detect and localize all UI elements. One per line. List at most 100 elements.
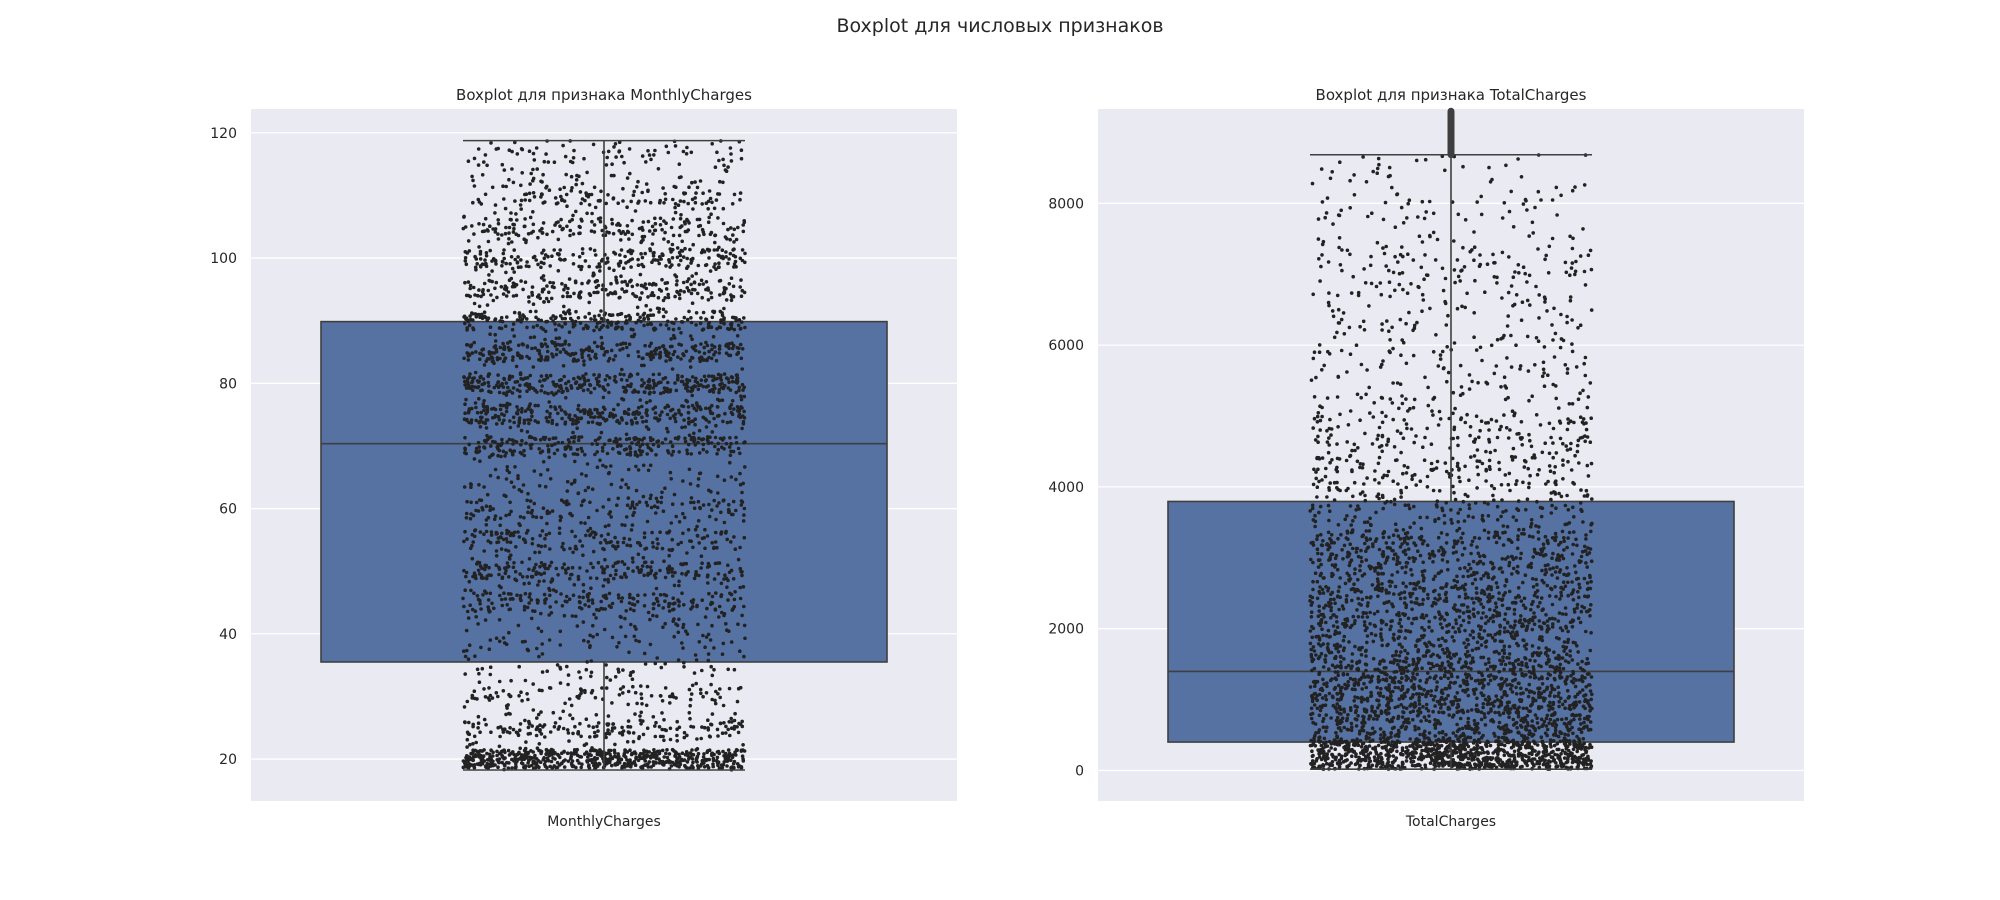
monthlycharges-strip-point [476, 440, 481, 445]
monthlycharges-strip-point [484, 426, 489, 430]
monthlycharges-strip-point [682, 735, 687, 740]
monthlycharges-strip-point [508, 262, 512, 266]
monthlycharges-strip-point [720, 652, 725, 656]
monthlycharges-strip-point [712, 646, 716, 650]
monthlycharges-strip-point [714, 517, 718, 522]
totalcharges-strip-point [1474, 586, 1479, 590]
monthlycharges-strip-point [465, 326, 470, 330]
monthlycharges-strip-point [583, 452, 587, 457]
monthlycharges-strip-point [713, 240, 717, 245]
monthlycharges-strip-point [472, 301, 477, 306]
totalcharges-strip-point [1352, 699, 1356, 703]
monthlycharges-strip-point [591, 748, 595, 753]
monthlycharges-strip-point [557, 323, 561, 327]
monthlycharges-strip-point [568, 233, 572, 238]
monthlycharges-strip-point [487, 610, 492, 614]
monthlycharges-strip-point [518, 203, 523, 207]
totalcharges-strip-point [1414, 434, 1418, 438]
monthlycharges-x-label: MonthlyCharges [547, 814, 661, 830]
monthlycharges-strip-point [640, 225, 644, 230]
monthlycharges-strip-point [657, 346, 662, 350]
monthlycharges-strip-point [471, 178, 475, 183]
monthlycharges-strip-point [671, 333, 676, 338]
monthlycharges-strip-point [541, 506, 546, 511]
monthlycharges-strip-point [463, 411, 467, 416]
monthlycharges-strip-point [611, 722, 616, 726]
monthlycharges-strip-point [587, 353, 591, 358]
totalcharges-strip-point [1345, 370, 1349, 374]
monthlycharges-strip-point [686, 442, 691, 447]
monthlycharges-strip-point [662, 201, 666, 205]
monthlycharges-strip-point [732, 265, 736, 269]
monthlycharges-strip-point [549, 316, 553, 321]
monthlycharges-strip-point [677, 233, 682, 238]
monthlycharges-strip-point [678, 253, 683, 258]
totalcharges-strip-point [1475, 465, 1480, 469]
monthlycharges-strip-point [609, 748, 613, 753]
totalcharges-strip-point [1524, 687, 1529, 692]
monthlycharges-strip-point [674, 622, 678, 626]
monthlycharges-strip-point [598, 411, 602, 416]
monthlycharges-strip-point [675, 378, 680, 382]
monthlycharges-strip-point [573, 459, 577, 464]
monthlycharges-strip-point [632, 189, 636, 194]
monthlycharges-strip-point [540, 192, 544, 197]
monthlycharges-strip-point [663, 296, 667, 300]
totalcharges-strip-point [1514, 293, 1519, 297]
monthlycharges-strip-point [467, 442, 472, 447]
monthlycharges-strip-point [486, 229, 490, 233]
monthlycharges-strip-point [615, 343, 619, 347]
monthlycharges-strip-point [461, 765, 466, 770]
monthlycharges-strip-point [741, 519, 746, 523]
monthlycharges-strip-point [690, 180, 694, 185]
monthlycharges-strip-point [560, 325, 564, 329]
monthlycharges-strip-point [696, 751, 701, 756]
monthlycharges-strip-point [570, 565, 575, 570]
monthlycharges-strip-point [666, 451, 671, 455]
monthlycharges-strip-point [588, 576, 593, 580]
monthlycharges-strip-point [738, 191, 743, 195]
monthlycharges-strip-point [687, 467, 692, 472]
monthlycharges-strip-point [572, 359, 576, 363]
monthlycharges-strip-point [655, 440, 659, 444]
monthlycharges-strip-point [664, 353, 669, 358]
monthlycharges-strip-point [464, 574, 468, 579]
totalcharges-strip-point [1316, 237, 1321, 241]
monthlycharges-strip-point [534, 309, 538, 314]
monthlycharges-strip-point [683, 436, 687, 441]
monthlycharges-strip-point [729, 152, 733, 156]
monthlycharges-strip-point [527, 595, 532, 599]
monthlycharges-strip-point [520, 406, 524, 411]
monthlycharges-strip-point [554, 352, 559, 357]
monthlycharges-strip-point [537, 484, 542, 488]
monthlycharges-strip-point [628, 315, 632, 320]
monthlycharges-strip-point [699, 691, 703, 696]
monthlycharges-strip-point [645, 564, 650, 569]
monthlycharges-strip-point [639, 240, 643, 245]
monthlycharges-strip-point [504, 225, 508, 230]
totalcharges-strip-point [1552, 694, 1557, 699]
monthlycharges-strip-point [520, 575, 525, 579]
monthlycharges-strip-point [487, 698, 492, 702]
totalcharges-strip-point [1410, 621, 1414, 626]
monthlycharges-strip-point [489, 293, 493, 297]
monthlycharges-strip-point [538, 564, 542, 569]
monthlycharges-strip-point [476, 293, 480, 298]
monthlycharges-strip-point [622, 160, 626, 165]
monthlycharges-strip-point [507, 753, 512, 757]
monthlycharges-strip-point [543, 601, 547, 605]
monthlycharges-strip-point [517, 535, 522, 539]
monthlycharges-strip-point [554, 336, 559, 341]
monthlycharges-strip-point [500, 233, 504, 237]
monthlycharges-strip-point [674, 185, 678, 189]
monthlycharges-strip-point [660, 410, 664, 414]
monthlycharges-strip-point [645, 503, 650, 508]
monthlycharges-strip-point [638, 272, 643, 277]
totalcharges-strip-point [1508, 687, 1513, 691]
monthlycharges-strip-point [640, 234, 645, 239]
monthlycharges-strip-point [588, 526, 593, 531]
monthlycharges-strip-point [524, 240, 528, 245]
monthlycharges-strip-point [514, 578, 519, 583]
monthlycharges-strip-point [696, 263, 701, 268]
totalcharges-strip-point [1484, 479, 1488, 483]
